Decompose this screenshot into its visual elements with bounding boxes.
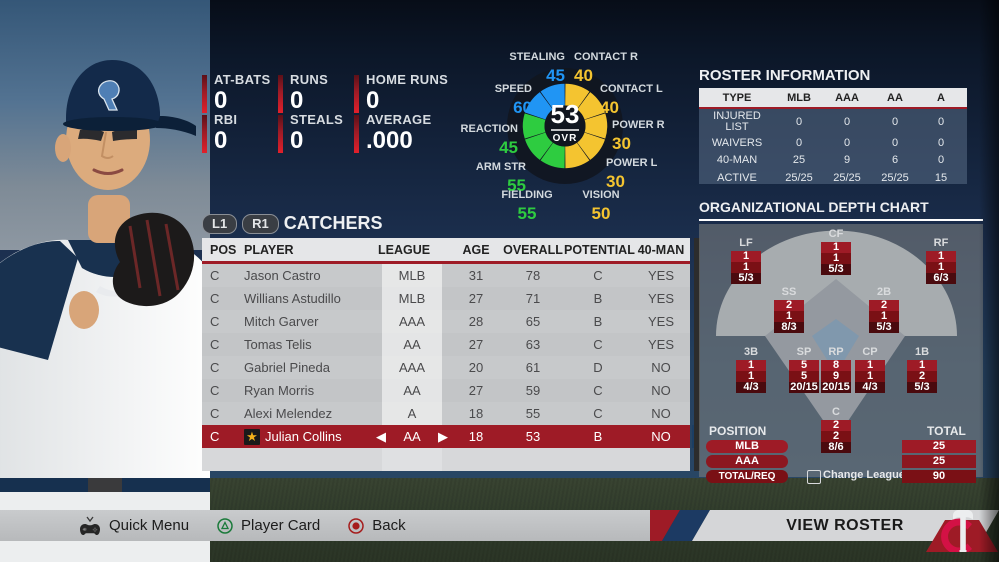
svg-text:VIEW ROSTER: VIEW ROSTER	[786, 517, 904, 534]
svg-text:OVR: OVR	[553, 133, 578, 144]
svg-text:53: 53	[551, 99, 580, 129]
